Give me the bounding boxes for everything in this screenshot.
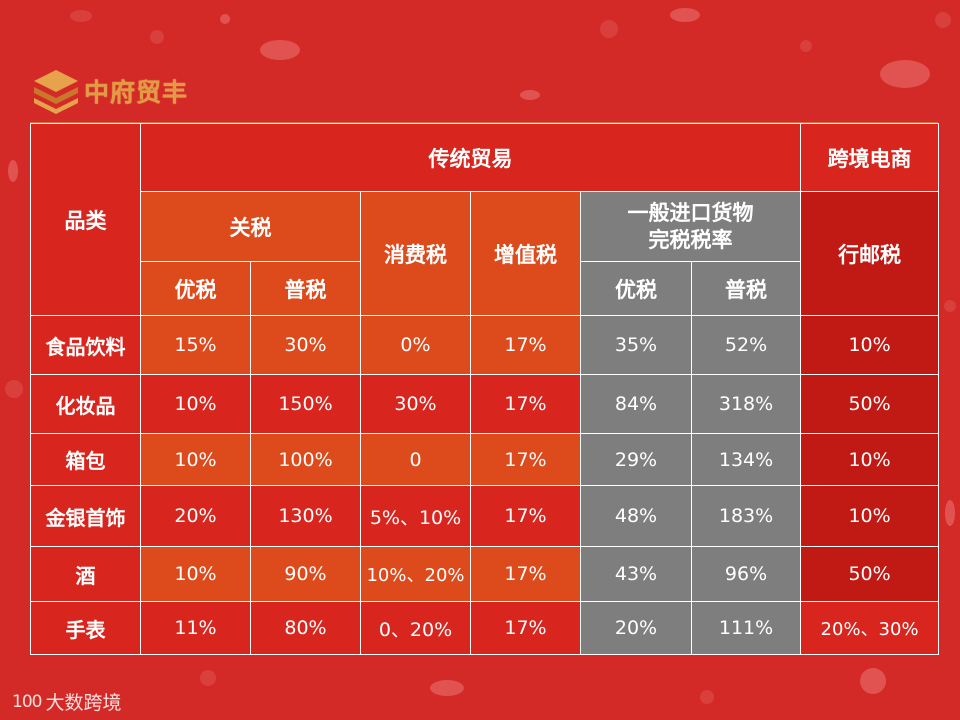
consumption-tax-cell: 10%、20%: [360, 546, 471, 602]
tariff-ordinary-cell: 100%: [250, 433, 361, 486]
brand-mark-icon: 100: [12, 691, 42, 712]
background-dot: [200, 670, 216, 686]
tariff-ordinary-cell: 30%: [250, 315, 361, 375]
logo-text: 中府贸丰: [84, 78, 189, 107]
postal-tax-cell: 50%: [800, 374, 940, 434]
footer-brand: 100 大数跨境: [12, 688, 121, 715]
vat-cell: 17%: [470, 546, 581, 602]
tariff-ordinary-cell: 90%: [250, 546, 361, 602]
vat-cell: 17%: [470, 315, 581, 375]
vat-header: 增值税: [470, 191, 581, 316]
tariff-preferential-cell: 15%: [140, 315, 251, 375]
rate-preferential-cell: 20%: [580, 601, 692, 655]
background-dot: [430, 680, 464, 696]
traditional-trade-header: 传统贸易: [139, 123, 802, 192]
rate-ordinary-cell: 318%: [690, 374, 802, 434]
rate-ordinary-cell: 52%: [690, 315, 802, 375]
postal-tax-cell: 20%、30%: [800, 601, 940, 655]
cross-border-header: 跨境电商: [800, 123, 940, 192]
table-row: 手表 11% 80% 0、20% 17% 20% 111% 20%、30%: [30, 601, 940, 655]
background-dot: [150, 30, 164, 44]
background-dot: [220, 14, 230, 24]
background-dot: [945, 500, 955, 526]
general-import-rate-header: 一般进口货物完税税率: [579, 191, 802, 262]
background-dot: [944, 300, 956, 312]
tariff-preferential-cell: 10%: [140, 546, 251, 602]
postal-tax-cell: 10%: [800, 485, 940, 547]
table-row: 酒 10% 90% 10%、20% 17% 43% 96% 50%: [30, 546, 940, 602]
tariff-preferential-cell: 10%: [140, 374, 251, 434]
tariff-preferential-cell: 11%: [140, 601, 251, 655]
rate-preferential-cell: 29%: [580, 433, 692, 486]
table-row: 金银首饰 20% 130% 5%、10% 17% 48% 183% 10%: [30, 485, 940, 547]
background-dot: [670, 8, 700, 22]
tariff-ordinary-cell: 150%: [250, 374, 361, 434]
background-dot: [70, 10, 92, 22]
layered-s-logo-icon: [34, 70, 78, 114]
tariff-preferential-header: 优税: [140, 261, 251, 316]
category-cell: 金银首饰: [30, 485, 141, 547]
vat-cell: 17%: [470, 485, 581, 547]
vat-cell: 17%: [470, 433, 581, 486]
background-dot: [260, 40, 300, 60]
category-header: 品类: [30, 123, 141, 316]
category-cell: 箱包: [30, 433, 141, 486]
rate-preferential-cell: 84%: [580, 374, 692, 434]
tariff-ordinary-cell: 80%: [250, 601, 361, 655]
background-dot: [700, 690, 714, 704]
tariff-ordinary-header: 普税: [250, 261, 361, 316]
background-dot: [520, 90, 540, 100]
rate-preferential-cell: 35%: [580, 315, 692, 375]
consumption-tax-cell: 0: [360, 433, 471, 486]
category-cell: 化妆品: [30, 374, 141, 434]
background-dot: [880, 60, 930, 88]
category-cell: 食品饮料: [30, 315, 141, 375]
table-row: 食品饮料 15% 30% 0% 17% 35% 52% 10%: [30, 315, 940, 375]
tariff-ordinary-cell: 130%: [250, 485, 361, 547]
background-dot: [935, 12, 951, 28]
background-dot: [860, 668, 886, 694]
rate-ordinary-cell: 183%: [690, 485, 802, 547]
rate-preferential-cell: 48%: [580, 485, 692, 547]
rate-preferential-header: 优税: [580, 261, 692, 316]
rate-ordinary-cell: 111%: [690, 601, 802, 655]
tariff-preferential-cell: 20%: [140, 485, 251, 547]
table-row: 箱包 10% 100% 0 17% 29% 134% 10%: [30, 433, 940, 486]
brand-name: 大数跨境: [45, 692, 122, 714]
category-cell: 酒: [30, 546, 141, 602]
background-dot: [8, 160, 18, 182]
consumption-tax-cell: 0、20%: [360, 601, 471, 655]
background-dot: [600, 20, 618, 38]
background-dot: [800, 40, 812, 52]
postal-tax-header: 行邮税: [800, 191, 940, 316]
background-dot: [5, 380, 23, 398]
rate-ordinary-cell: 134%: [690, 433, 802, 486]
consumption-tax-header: 消费税: [360, 191, 471, 316]
category-cell: 手表: [30, 601, 141, 655]
table-row: 化妆品 10% 150% 30% 17% 84% 318% 50%: [30, 374, 940, 434]
postal-tax-cell: 10%: [800, 315, 940, 375]
company-logo: 中府贸丰: [32, 68, 188, 114]
rate-ordinary-header: 普税: [690, 261, 802, 316]
consumption-tax-cell: 30%: [360, 374, 471, 434]
consumption-tax-cell: 5%、10%: [360, 485, 471, 547]
tariff-preferential-cell: 10%: [140, 433, 251, 486]
postal-tax-cell: 10%: [800, 433, 940, 486]
tax-comparison-table: 品类 传统贸易 跨境电商 关税 消费税 增值税 一般进口货物完税税率 行邮税 优…: [30, 123, 940, 655]
postal-tax-cell: 50%: [800, 546, 940, 602]
consumption-tax-cell: 0%: [360, 315, 471, 375]
vat-cell: 17%: [470, 601, 581, 655]
rate-preferential-cell: 43%: [580, 546, 692, 602]
vat-cell: 17%: [470, 374, 581, 434]
rate-ordinary-cell: 96%: [690, 546, 802, 602]
tariff-header: 关税: [140, 191, 361, 262]
